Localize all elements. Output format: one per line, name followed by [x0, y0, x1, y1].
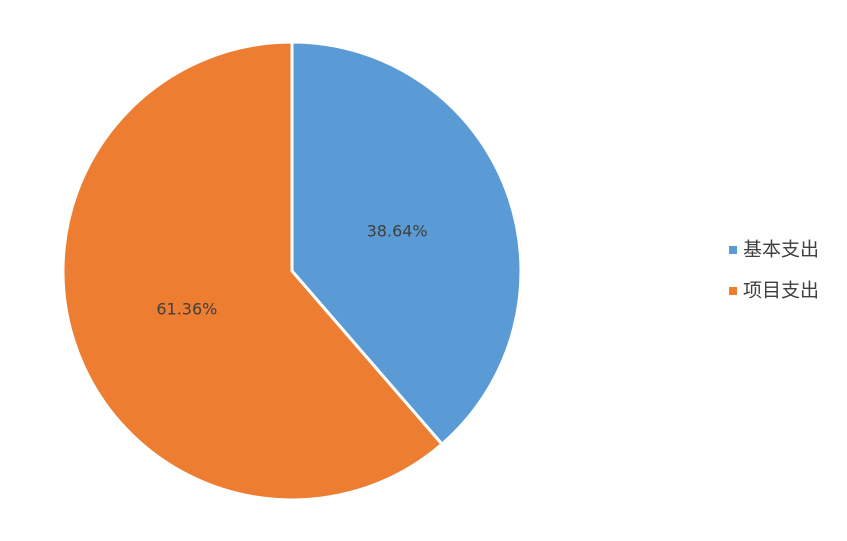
- legend-text: 基本支出: [743, 239, 819, 261]
- legend-marker: [729, 246, 737, 254]
- legend-text: 项目支出: [743, 280, 819, 302]
- legend-marker: [729, 287, 737, 295]
- data-label: 61.36%: [156, 300, 217, 319]
- pie-slice: [290, 40, 523, 447]
- data-label: 38.64%: [367, 221, 428, 240]
- pie-slice: [61, 40, 445, 502]
